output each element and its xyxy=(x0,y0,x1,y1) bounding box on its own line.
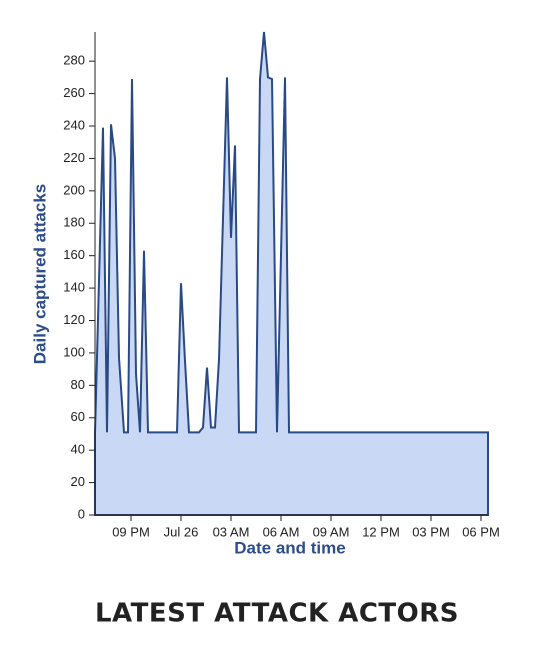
y-tick-label: 280 xyxy=(63,53,85,68)
x-tick-label: 03 AM xyxy=(213,524,250,539)
x-tick-label: 09 AM xyxy=(313,524,350,539)
y-tick-label: 120 xyxy=(63,312,85,327)
y-tick-label: 0 xyxy=(78,506,85,521)
y-tick-label: 40 xyxy=(71,442,85,457)
x-axis-title: Date and time xyxy=(234,538,345,557)
y-tick-label: 140 xyxy=(63,280,85,295)
y-tick-label: 240 xyxy=(63,117,85,132)
area xyxy=(94,31,489,516)
x-tick-label: 12 PM xyxy=(362,524,400,539)
y-tick-label: 80 xyxy=(71,377,85,392)
x-tick-label: 06 AM xyxy=(263,524,300,539)
y-tick-label: 180 xyxy=(63,215,85,230)
y-tick-label: 20 xyxy=(71,474,85,489)
x-tick-label: Jul 26 xyxy=(164,524,199,539)
y-axis-title: Daily captured attacks xyxy=(30,184,49,364)
y-tick-label: 260 xyxy=(63,85,85,100)
y-tick-label: 160 xyxy=(63,247,85,262)
x-tick-label: 09 PM xyxy=(112,524,150,539)
x-tick-label: 03 PM xyxy=(412,524,450,539)
y-tick-label: 100 xyxy=(63,344,85,359)
x-tick-label: 06 PM xyxy=(462,524,500,539)
y-tick-label: 60 xyxy=(71,409,85,424)
y-tick-label: 220 xyxy=(63,150,85,165)
y-tick-label: 200 xyxy=(63,182,85,197)
section-heading: LATEST ATTACK ACTORS xyxy=(95,599,459,629)
